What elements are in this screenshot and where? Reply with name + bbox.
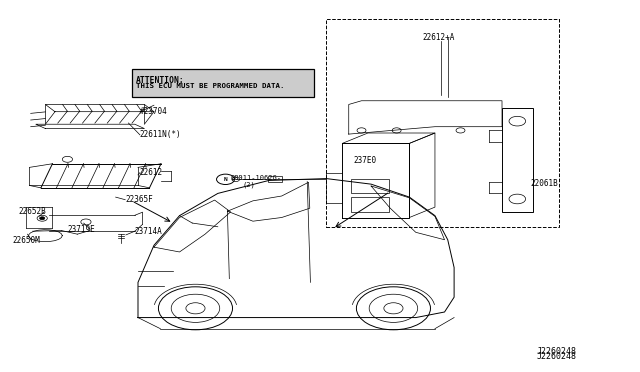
Bar — [351, 179, 389, 193]
Text: (2): (2) — [242, 182, 255, 188]
Text: 22611N(*): 22611N(*) — [140, 130, 182, 140]
Text: J2260248: J2260248 — [536, 352, 576, 361]
Circle shape — [40, 217, 45, 220]
Bar — [502, 108, 532, 212]
Text: #23704: #23704 — [140, 108, 168, 116]
Text: 22612: 22612 — [140, 168, 163, 177]
Bar — [351, 197, 389, 212]
Text: 23719E: 23719E — [68, 225, 95, 234]
Text: 22650M: 22650M — [12, 236, 40, 245]
Text: J2260248: J2260248 — [536, 347, 576, 356]
Bar — [326, 19, 559, 227]
Text: 22652B: 22652B — [19, 208, 46, 217]
Circle shape — [216, 174, 234, 185]
Bar — [132, 69, 314, 97]
Text: N: N — [223, 177, 227, 182]
Text: 08911-1062G-: 08911-1062G- — [230, 175, 282, 181]
Text: ATTENTION;: ATTENTION; — [136, 76, 185, 85]
Text: 22612+A: 22612+A — [422, 33, 454, 42]
Text: 23714A: 23714A — [135, 227, 163, 236]
Text: 237E0: 237E0 — [353, 156, 376, 165]
Text: 22365F: 22365F — [125, 195, 153, 204]
Bar — [268, 176, 282, 182]
Text: THIS ECU MUST BE PROGRAMMED DATA.: THIS ECU MUST BE PROGRAMMED DATA. — [136, 83, 285, 89]
Text: 22061B: 22061B — [531, 179, 559, 187]
